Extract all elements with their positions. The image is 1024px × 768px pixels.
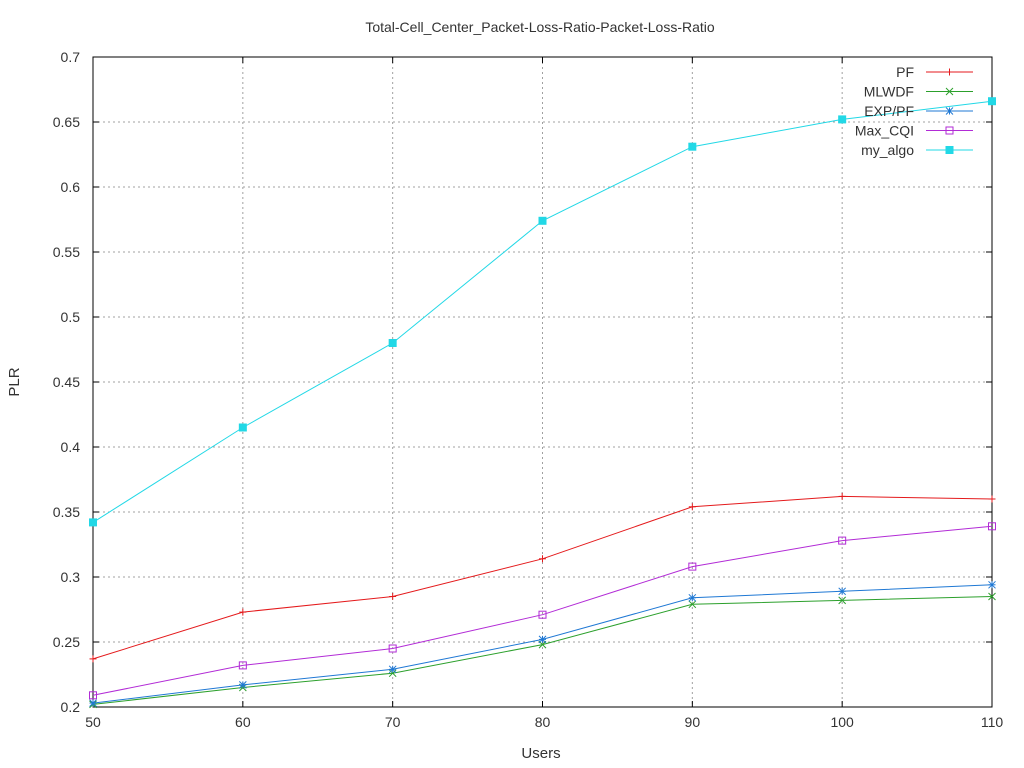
series-line-max-cqi <box>92 525 993 696</box>
y-tick-label: 0.35 <box>53 504 80 520</box>
x-tick-label: 80 <box>535 714 551 730</box>
legend-marker-max-cqi <box>945 126 954 135</box>
y-tick-label: 0.25 <box>53 634 80 650</box>
y-tick-label: 0.45 <box>53 374 80 390</box>
data-point-exp-pf-d2 <box>838 587 847 596</box>
legend-marker-exp-pf-d2 <box>945 107 954 115</box>
legend-label-mlwdf: MLWDF <box>864 84 914 100</box>
legend-entry-my-algo: my_algo <box>861 142 973 158</box>
legend-label-my-algo: my_algo <box>861 142 914 158</box>
series-pf <box>89 492 996 663</box>
x-tick-label: 100 <box>830 714 854 730</box>
legend-entry-exp-pf: EXP/PF <box>864 103 973 119</box>
data-point-exp-pf-d2 <box>538 635 547 644</box>
data-point-max-cqi <box>89 691 97 700</box>
legend-label-pf: PF <box>896 64 914 80</box>
series-layer <box>89 97 996 709</box>
legend-label-max-cqi: Max_CQI <box>855 123 914 139</box>
legend-marker-mlwdf-d2 <box>945 87 954 96</box>
y-tick-label: 0.55 <box>53 244 80 260</box>
legend-marker-my-algo <box>945 146 954 154</box>
data-point-max-cqi <box>388 644 397 653</box>
y-tick-label: 0.4 <box>61 439 81 455</box>
x-tick-label: 60 <box>235 714 251 730</box>
data-point-exp-pf-d2 <box>688 593 697 602</box>
x-axis-title: Users <box>521 745 560 762</box>
data-point-exp-pf-d2 <box>89 699 97 707</box>
chart-title: Total-Cell_Center_Packet-Loss-Ratio-Pack… <box>365 19 715 35</box>
series-exp-pf <box>89 580 996 707</box>
y-tick-label: 0.3 <box>61 569 81 585</box>
data-point-mlwdf-d2 <box>988 592 996 601</box>
y-axis-title: PLR <box>6 367 23 396</box>
y-tick-label: 0.2 <box>61 699 81 715</box>
data-point-my-algo <box>688 142 697 151</box>
data-point-my-algo <box>838 115 847 124</box>
data-point-max-cqi <box>538 610 547 619</box>
data-point-mlwdf-d2 <box>838 596 847 605</box>
legend-entry-pf: PF <box>896 64 973 80</box>
data-point-my-algo <box>538 216 547 225</box>
x-tick-label: 50 <box>85 714 101 730</box>
y-tick-label: 0.65 <box>53 114 80 130</box>
data-point-max-cqi <box>688 562 697 571</box>
y-tick-label: 0.6 <box>61 179 81 195</box>
series-my-algo <box>89 97 996 527</box>
y-tick-label: 0.7 <box>61 49 81 65</box>
data-point-mlwdf-d2 <box>688 600 697 609</box>
data-point-exp-pf-d2 <box>238 681 247 689</box>
x-tick-label: 110 <box>981 714 1004 730</box>
data-point-my-algo <box>89 518 97 527</box>
legend-entry-mlwdf: MLWDF <box>864 84 973 100</box>
x-tick-label: 90 <box>685 714 701 730</box>
series-max-cqi <box>89 522 996 700</box>
data-point-mlwdf-d2 <box>388 669 397 678</box>
data-point-my-algo <box>238 423 247 432</box>
data-point-exp-pf-d2 <box>988 580 996 589</box>
data-point-my-algo <box>388 339 397 347</box>
data-point-exp-pf-d2 <box>388 665 397 674</box>
legend-label-exp-pf: EXP/PF <box>864 103 914 119</box>
axis-ticks: 50 60 70 80 90 100 110 0.2 0.25 0.3 0.35 0.4 0.45 0.5… <box>53 49 1004 730</box>
data-point-my-algo <box>988 97 996 106</box>
data-point-max-cqi <box>238 661 247 670</box>
y-tick-label: 0.5 <box>61 309 81 325</box>
x-tick-label: 70 <box>385 714 401 730</box>
data-point-max-cqi <box>838 536 847 545</box>
legend-entry-max-cqi: Max_CQI <box>855 123 973 139</box>
data-point-max-cqi <box>988 522 996 531</box>
legend: PF MLWDF EXP/PF Max_CQI my_algo <box>855 64 973 158</box>
